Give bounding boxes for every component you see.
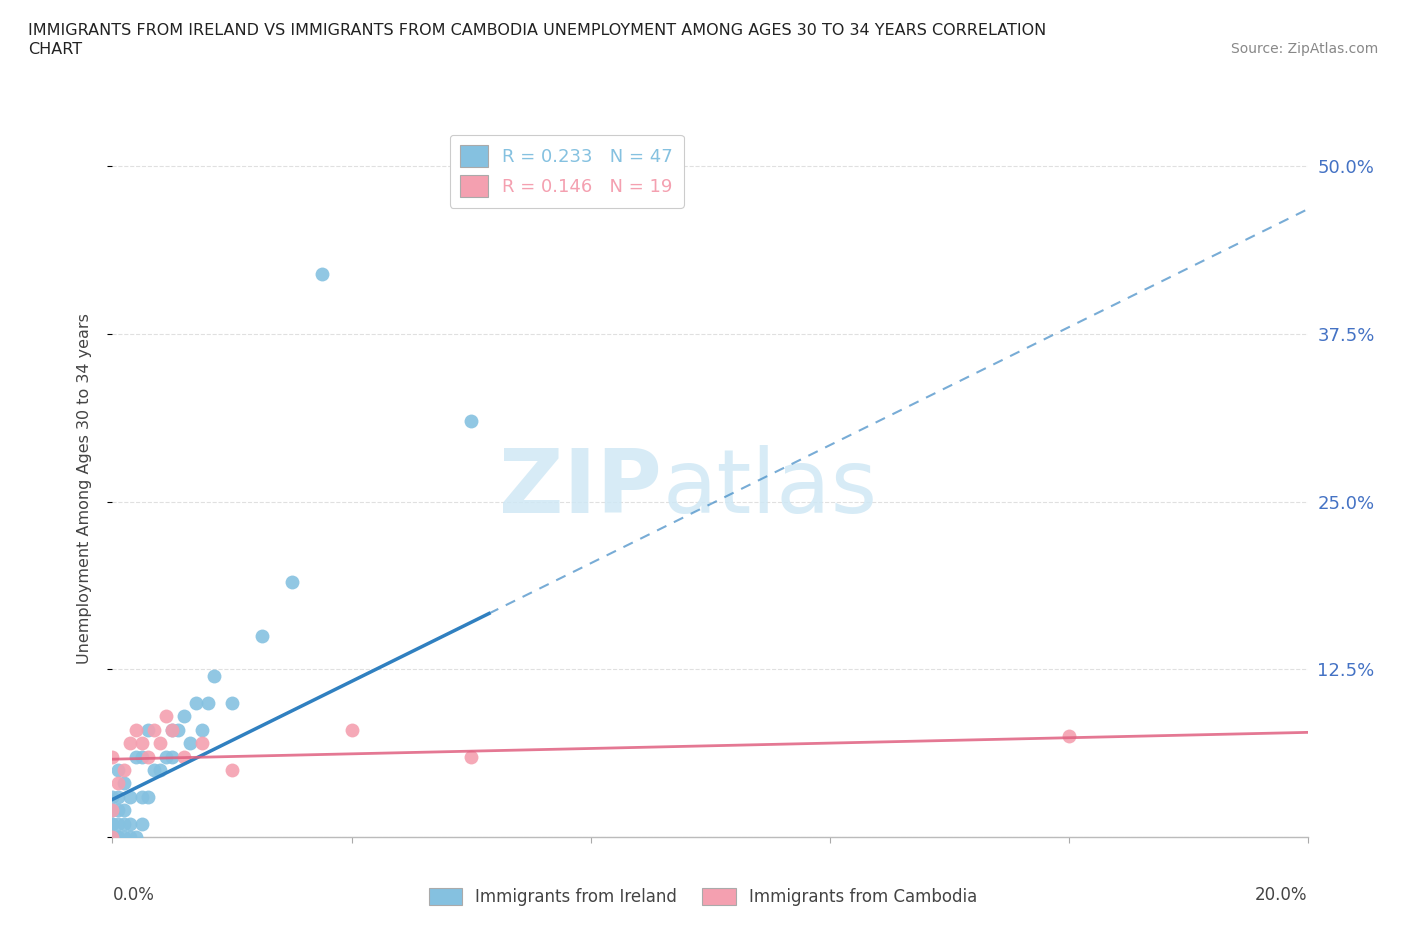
Point bbox=[114, 817, 135, 831]
Point bbox=[120, 790, 142, 804]
Text: ZIP: ZIP bbox=[499, 445, 662, 532]
Point bbox=[162, 749, 183, 764]
Point bbox=[131, 736, 153, 751]
Point bbox=[162, 723, 183, 737]
Point bbox=[125, 723, 148, 737]
Point bbox=[120, 830, 142, 844]
Text: Source: ZipAtlas.com: Source: ZipAtlas.com bbox=[1230, 42, 1378, 56]
Point bbox=[143, 723, 166, 737]
Point bbox=[250, 629, 273, 644]
Point bbox=[311, 266, 333, 281]
Point bbox=[125, 830, 148, 844]
Point bbox=[107, 830, 129, 844]
Point bbox=[101, 803, 124, 817]
Point bbox=[101, 803, 124, 817]
Point bbox=[281, 575, 304, 590]
Legend: R = 0.233   N = 47, R = 0.146   N = 19: R = 0.233 N = 47, R = 0.146 N = 19 bbox=[450, 135, 683, 207]
Point bbox=[1057, 729, 1080, 744]
Text: CHART: CHART bbox=[28, 42, 82, 57]
Point bbox=[101, 830, 124, 844]
Point bbox=[340, 723, 363, 737]
Point bbox=[125, 749, 148, 764]
Text: 20.0%: 20.0% bbox=[1256, 885, 1308, 904]
Point bbox=[107, 776, 129, 790]
Point bbox=[155, 709, 177, 724]
Point bbox=[131, 790, 153, 804]
Point bbox=[143, 763, 166, 777]
Point bbox=[162, 723, 183, 737]
Point bbox=[101, 830, 124, 844]
Point bbox=[120, 736, 142, 751]
Point bbox=[460, 749, 482, 764]
Point bbox=[107, 790, 129, 804]
Point bbox=[138, 790, 160, 804]
Text: atlas: atlas bbox=[662, 445, 877, 532]
Point bbox=[179, 736, 201, 751]
Point bbox=[173, 709, 195, 724]
Point bbox=[138, 723, 160, 737]
Point bbox=[107, 817, 129, 831]
Point bbox=[101, 817, 124, 831]
Point bbox=[120, 817, 142, 831]
Point bbox=[221, 696, 243, 711]
Point bbox=[460, 414, 482, 429]
Point bbox=[114, 763, 135, 777]
Point bbox=[101, 830, 124, 844]
Point bbox=[131, 749, 153, 764]
Point bbox=[155, 749, 177, 764]
Point bbox=[107, 830, 129, 844]
Point bbox=[114, 776, 135, 790]
Legend: Immigrants from Ireland, Immigrants from Cambodia: Immigrants from Ireland, Immigrants from… bbox=[422, 881, 984, 912]
Y-axis label: Unemployment Among Ages 30 to 34 years: Unemployment Among Ages 30 to 34 years bbox=[77, 312, 91, 664]
Point bbox=[149, 763, 172, 777]
Point bbox=[191, 723, 214, 737]
Point bbox=[107, 803, 129, 817]
Point bbox=[101, 830, 124, 844]
Point bbox=[101, 790, 124, 804]
Point bbox=[101, 830, 124, 844]
Point bbox=[202, 669, 225, 684]
Point bbox=[131, 817, 153, 831]
Point bbox=[101, 830, 124, 844]
Point bbox=[167, 723, 190, 737]
Point bbox=[101, 749, 124, 764]
Point bbox=[114, 803, 135, 817]
Point bbox=[191, 736, 214, 751]
Point bbox=[138, 749, 160, 764]
Point bbox=[101, 830, 124, 844]
Point bbox=[186, 696, 208, 711]
Point bbox=[173, 749, 195, 764]
Point bbox=[114, 830, 135, 844]
Point bbox=[149, 736, 172, 751]
Text: IMMIGRANTS FROM IRELAND VS IMMIGRANTS FROM CAMBODIA UNEMPLOYMENT AMONG AGES 30 T: IMMIGRANTS FROM IRELAND VS IMMIGRANTS FR… bbox=[28, 23, 1046, 38]
Point bbox=[221, 763, 243, 777]
Point bbox=[107, 763, 129, 777]
Point bbox=[101, 817, 124, 831]
Point bbox=[197, 696, 219, 711]
Text: 0.0%: 0.0% bbox=[112, 885, 155, 904]
